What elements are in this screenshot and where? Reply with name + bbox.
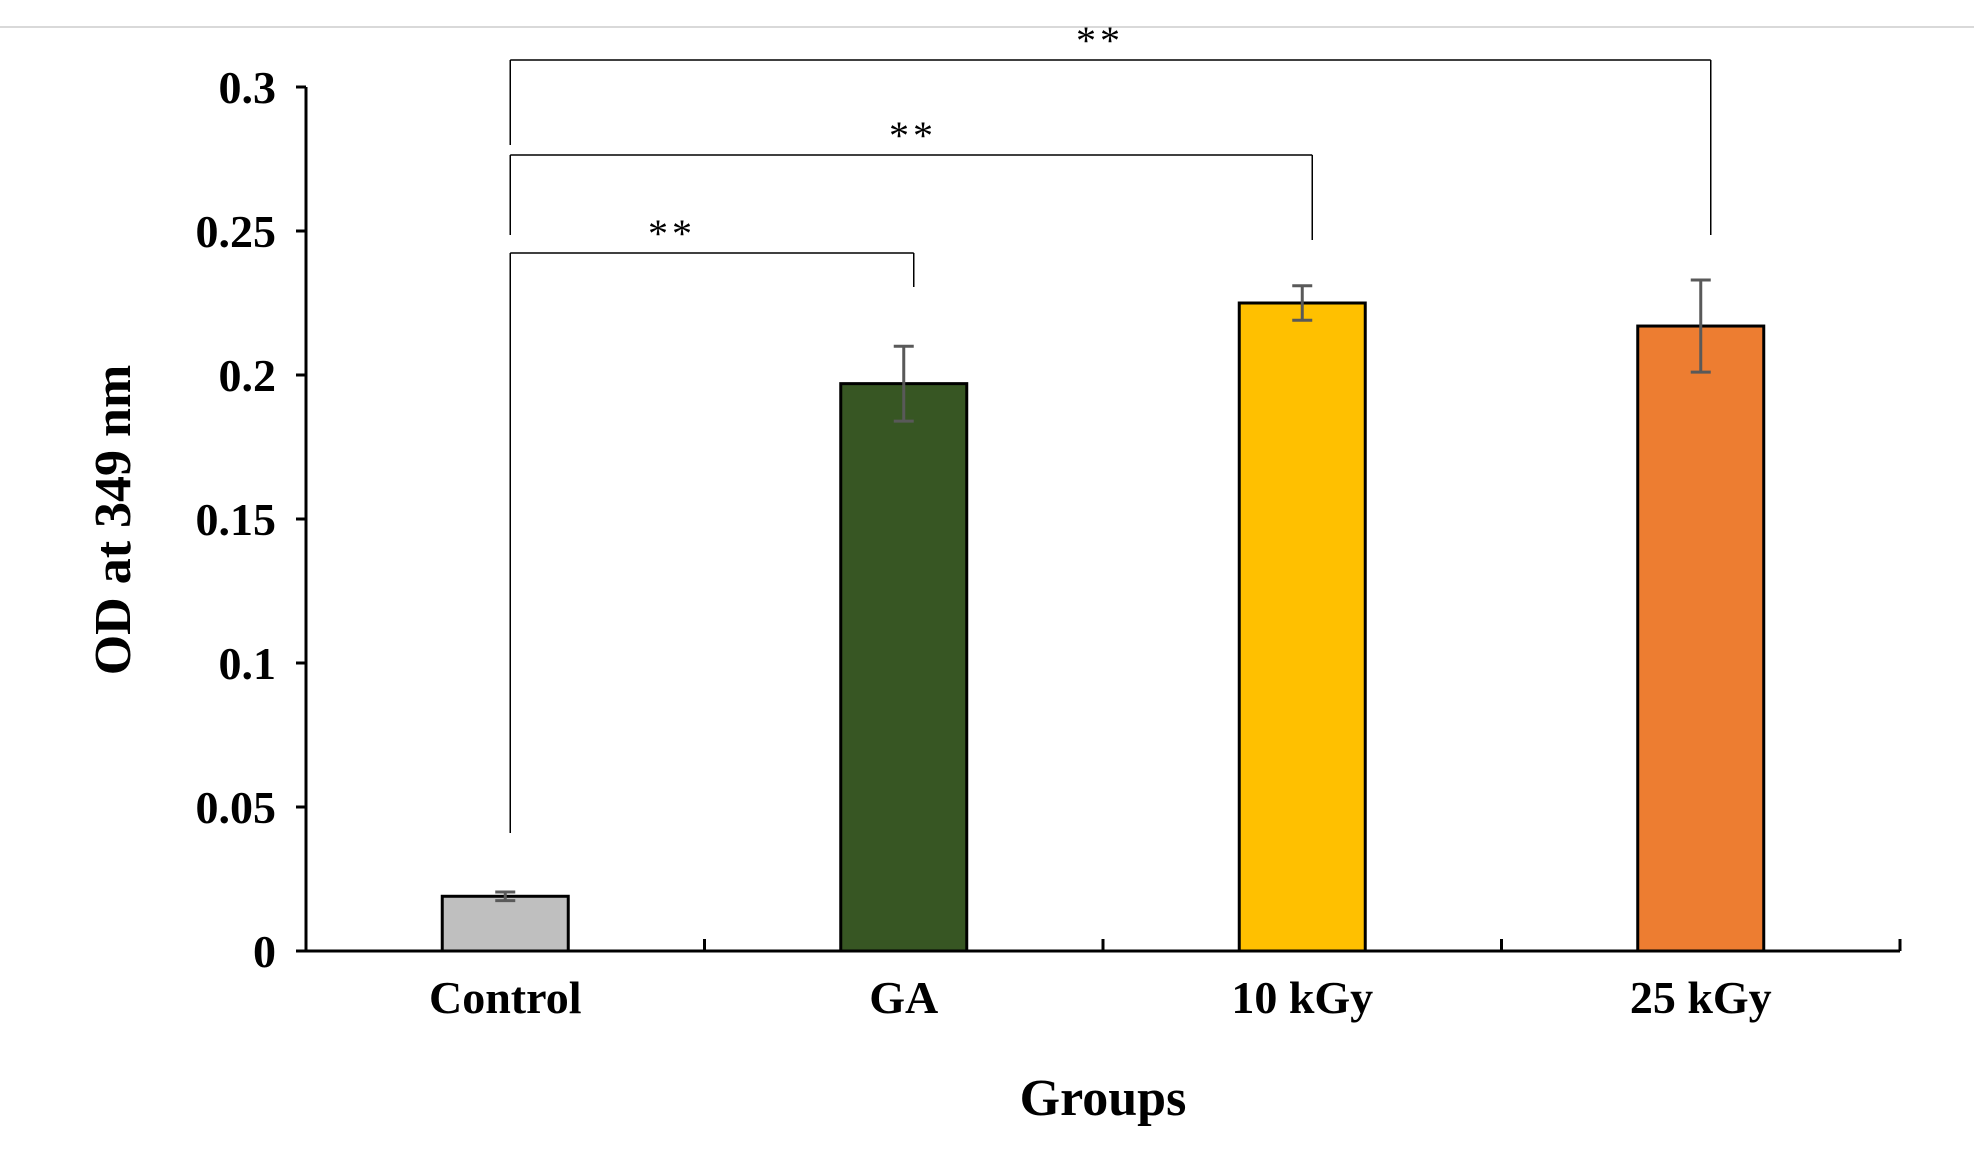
error-bars <box>495 278 1711 903</box>
sig-label: ** <box>889 113 937 158</box>
x-category-label: GA <box>869 972 938 1023</box>
bar-10-kgy <box>1237 301 1367 953</box>
x-axis-title: Groups <box>1020 1070 1187 1127</box>
y-axis-title: OD at 349 nm <box>85 365 142 676</box>
x-category-label: 10 kGy <box>1231 972 1373 1023</box>
bar-25-kgy <box>1636 324 1766 953</box>
y-tick-label: 0.15 <box>196 494 277 545</box>
bars <box>440 301 1766 953</box>
axis-labels: 0 0.05 0.1 0.15 0.2 0.25 0.3 Control GA 10 kGy 25 … <box>85 62 1772 1127</box>
significance-brackets: ** ** ** <box>509 18 1712 833</box>
y-tick-label: 0.05 <box>196 782 277 833</box>
axes <box>296 85 1902 953</box>
x-category-label: Control <box>429 972 582 1023</box>
sig-label: ** <box>1076 18 1124 63</box>
sig-label: ** <box>648 211 696 256</box>
bar-ga <box>839 382 969 953</box>
y-tick-label: 0.1 <box>219 638 277 689</box>
bar-control <box>440 894 570 953</box>
y-tick-label: 0.2 <box>219 350 277 401</box>
y-tick-label: 0 <box>253 926 276 977</box>
y-tick-label: 0.25 <box>196 206 277 257</box>
y-tick-label: 0.3 <box>219 62 277 113</box>
x-category-label: 25 kGy <box>1630 972 1772 1023</box>
